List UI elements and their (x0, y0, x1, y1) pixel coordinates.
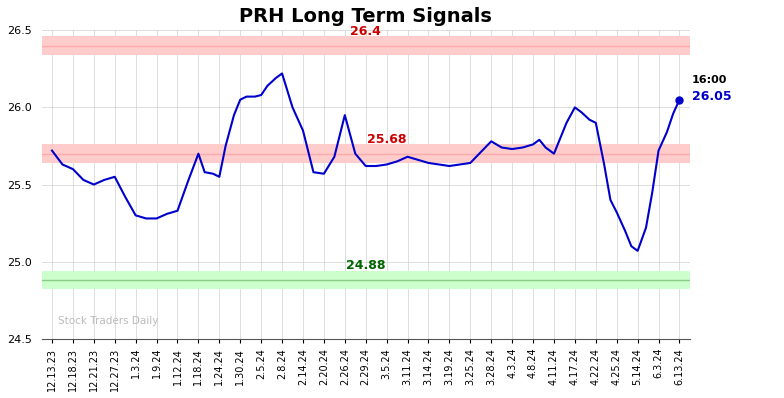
Text: 26.4: 26.4 (350, 25, 381, 38)
Bar (42, 144, 690, 163)
Text: 25.68: 25.68 (367, 133, 406, 146)
Bar (42, 37, 690, 55)
Bar (42, 271, 690, 289)
Text: 26.05: 26.05 (692, 90, 731, 103)
Text: 24.88: 24.88 (346, 259, 386, 273)
Text: 16:00: 16:00 (692, 75, 728, 85)
Text: Stock Traders Daily: Stock Traders Daily (58, 316, 158, 326)
Title: PRH Long Term Signals: PRH Long Term Signals (239, 7, 492, 26)
